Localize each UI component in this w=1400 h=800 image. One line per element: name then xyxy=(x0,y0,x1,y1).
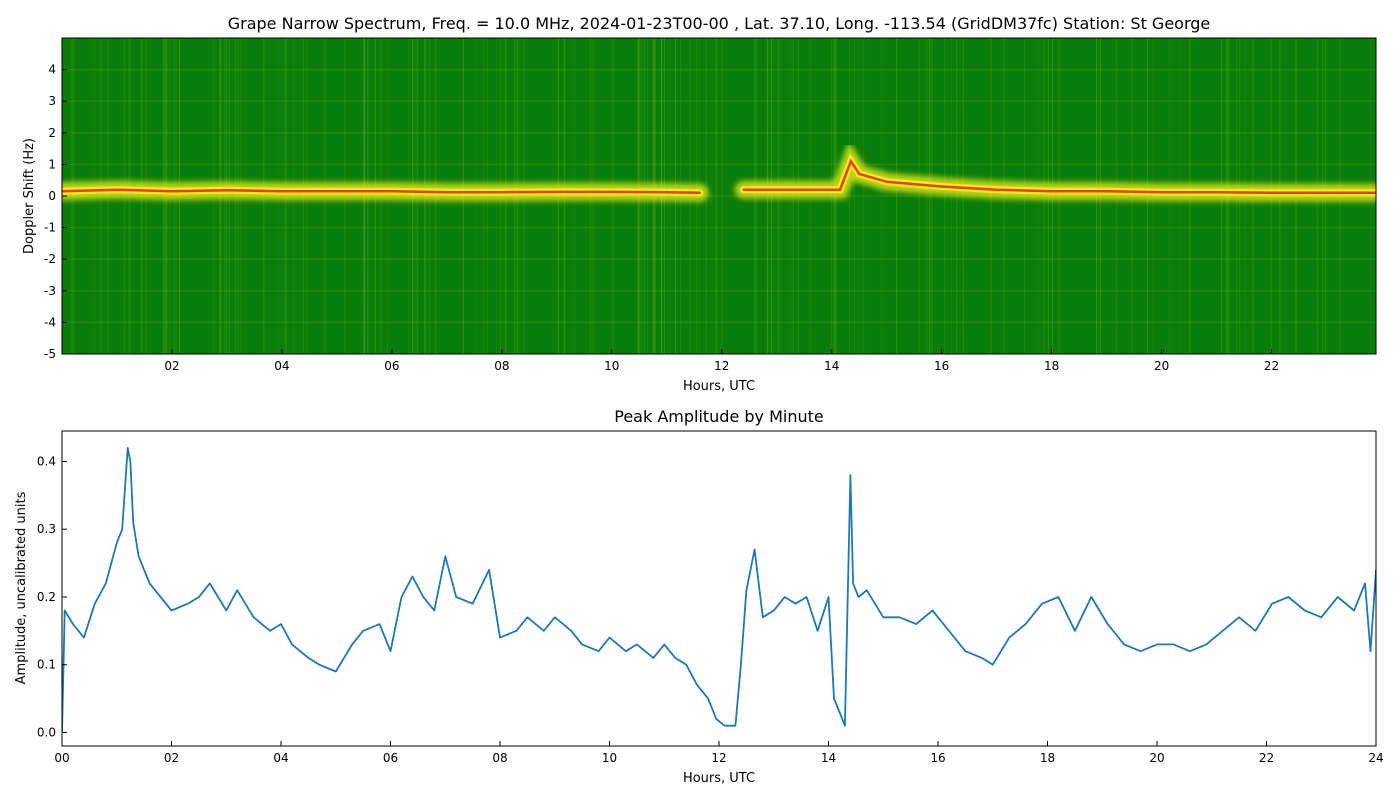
amplitude-y-axis-label: Amplitude, uncalibrated units xyxy=(14,491,29,684)
amplitude-y-tick-label: 0.2 xyxy=(37,590,56,604)
amplitude-y-tick-label: 0.3 xyxy=(37,522,56,536)
spectrogram-x-tick-label: 02 xyxy=(164,359,179,373)
amplitude-x-tick-label: 24 xyxy=(1368,751,1383,765)
spectrogram-x-tick-label: 08 xyxy=(494,359,509,373)
amplitude-panel: Peak Amplitude by Minute 00 02 04 06 08 10 12 1… xyxy=(14,407,1384,786)
spectrogram-y-tick-label: -4 xyxy=(44,315,56,329)
spectrogram-y-tick-label: 2 xyxy=(48,126,56,140)
amplitude-y-tick-label: 0.1 xyxy=(37,658,56,672)
amplitude-x-tick-label: 06 xyxy=(383,751,398,765)
spectrogram-x-tick-label: 14 xyxy=(824,359,839,373)
spectrogram-y-ticks: 4 3 2 1 0 -1 -2 -3 -4 -5 xyxy=(44,63,67,361)
spectrogram-title: Grape Narrow Spectrum, Freq. = 10.0 MHz,… xyxy=(228,14,1211,33)
spectrogram-x-tick-label: 04 xyxy=(274,359,289,373)
spectrogram-signal-peak xyxy=(62,188,702,195)
spectrogram-x-tick-label: 22 xyxy=(1264,359,1279,373)
spectrogram-y-tick-label: 4 xyxy=(48,63,56,77)
spectrogram-x-ticks: 02 04 06 08 10 12 14 16 18 20 22 xyxy=(164,349,1279,373)
amplitude-series-line xyxy=(62,447,1376,733)
amplitude-x-tick-label: 02 xyxy=(164,751,179,765)
spectrogram-x-tick-label: 20 xyxy=(1154,359,1169,373)
amplitude-x-axis-label: Hours, UTC xyxy=(683,771,755,786)
spectrogram-x-axis-label: Hours, UTC xyxy=(683,379,755,394)
spectrogram-y-tick-label: -2 xyxy=(44,252,56,266)
amplitude-x-tick-label: 10 xyxy=(602,751,617,765)
spectrogram-x-tick-label: 06 xyxy=(384,359,399,373)
amplitude-x-tick-label: 14 xyxy=(821,751,836,765)
amplitude-y-ticks: 0.0 0.1 0.2 0.3 0.4 xyxy=(37,454,67,739)
spectrogram-y-tick-label: -3 xyxy=(44,284,56,298)
spectrogram-y-tick-label: 0 xyxy=(48,189,56,203)
spectrogram-y-axis-label: Doppler Shift (Hz) xyxy=(22,138,37,254)
amplitude-title: Peak Amplitude by Minute xyxy=(614,407,824,426)
spectrogram-signal-peak xyxy=(742,158,1376,195)
amplitude-x-tick-label: 20 xyxy=(1149,751,1164,765)
spectrogram-y-tick-label: -5 xyxy=(44,347,56,361)
spectrogram-x-tick-label: 16 xyxy=(934,359,949,373)
spectrogram-x-tick-label: 18 xyxy=(1044,359,1059,373)
spectrogram-panel: Grape Narrow Spectrum, Freq. = 10.0 MHz,… xyxy=(22,14,1377,394)
spectrogram-x-tick-label: 10 xyxy=(604,359,619,373)
spectrogram-y-tick-label: 1 xyxy=(48,157,56,171)
spectrogram-carrier-trace xyxy=(62,153,1376,197)
amplitude-x-tick-label: 12 xyxy=(711,751,726,765)
amplitude-x-tick-label: 08 xyxy=(492,751,507,765)
spectrogram-y-tick-label: 3 xyxy=(48,94,56,108)
amplitude-x-tick-label: 16 xyxy=(930,751,945,765)
amplitude-x-tick-label: 22 xyxy=(1259,751,1274,765)
amplitude-x-ticks: 00 02 04 06 08 10 12 14 16 18 20 22 24 xyxy=(54,741,1384,765)
spectrogram-x-tick-label: 12 xyxy=(714,359,729,373)
amplitude-y-tick-label: 0.4 xyxy=(37,454,56,468)
amplitude-x-tick-label: 00 xyxy=(54,751,69,765)
spectrogram-y-tick-label: -1 xyxy=(44,221,56,235)
amplitude-x-tick-label: 04 xyxy=(273,751,288,765)
amplitude-y-tick-label: 0.0 xyxy=(37,725,56,739)
amplitude-frame xyxy=(61,430,1377,747)
amplitude-x-tick-label: 18 xyxy=(1040,751,1055,765)
